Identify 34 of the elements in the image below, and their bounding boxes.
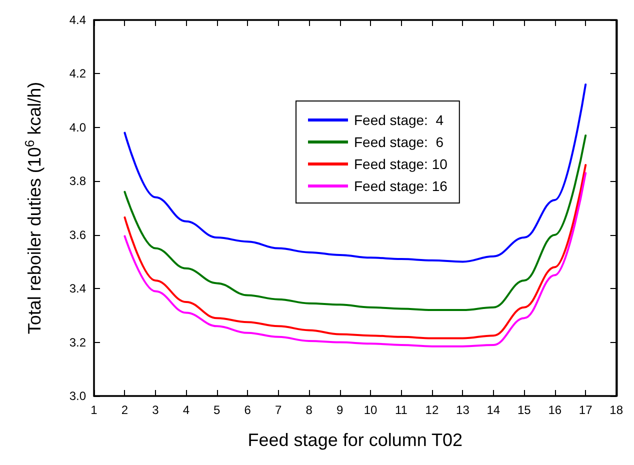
- x-axis-title: Feed stage for column T02: [248, 430, 463, 450]
- line-series: [124, 134, 587, 312]
- x-tick-label: 18: [610, 403, 624, 417]
- y-tick-label: 3.6: [69, 228, 86, 242]
- x-tick-label: 6: [244, 403, 252, 417]
- legend-label: Feed stage: 10: [354, 156, 448, 172]
- x-tick-label: 10: [364, 403, 378, 417]
- y-tick-label: 3.8: [69, 174, 86, 188]
- x-tick-label: 16: [548, 403, 562, 417]
- x-tick-label: 17: [578, 403, 593, 417]
- y-tick-label: 3.0: [69, 389, 86, 403]
- x-tick-label: 9: [336, 403, 344, 417]
- y-axis-title: Total reboiler duties (106 kcal/h): [22, 82, 44, 334]
- x-tick-label: 2: [121, 403, 128, 417]
- x-tick-label: 12: [425, 403, 439, 417]
- x-tick-label: 5: [214, 403, 221, 417]
- y-tick-label: 3.4: [69, 282, 86, 296]
- x-tick-label: 7: [275, 403, 282, 417]
- y-tick-label: 3.2: [69, 335, 86, 350]
- x-tick-label: 14: [486, 403, 500, 417]
- x-tick-label: 1: [90, 403, 98, 417]
- legend-label: Feed stage: 16: [354, 178, 448, 194]
- legend-label: Feed stage: 4: [354, 112, 444, 128]
- x-tick-label: 3: [152, 403, 160, 417]
- x-tick-label: 4: [182, 403, 190, 417]
- line-series: [124, 83, 587, 263]
- y-tick-label: 4.0: [69, 120, 86, 134]
- x-tick-label: 15: [517, 403, 532, 417]
- y-tick-label: 4.4: [69, 13, 86, 27]
- y-tick-label: 4.2: [69, 66, 86, 81]
- x-tick-label: 11: [395, 403, 408, 417]
- legend-label: Feed stage: 6: [354, 134, 444, 150]
- x-tick-label: 8: [306, 403, 313, 417]
- x-tick-label: 13: [456, 403, 470, 417]
